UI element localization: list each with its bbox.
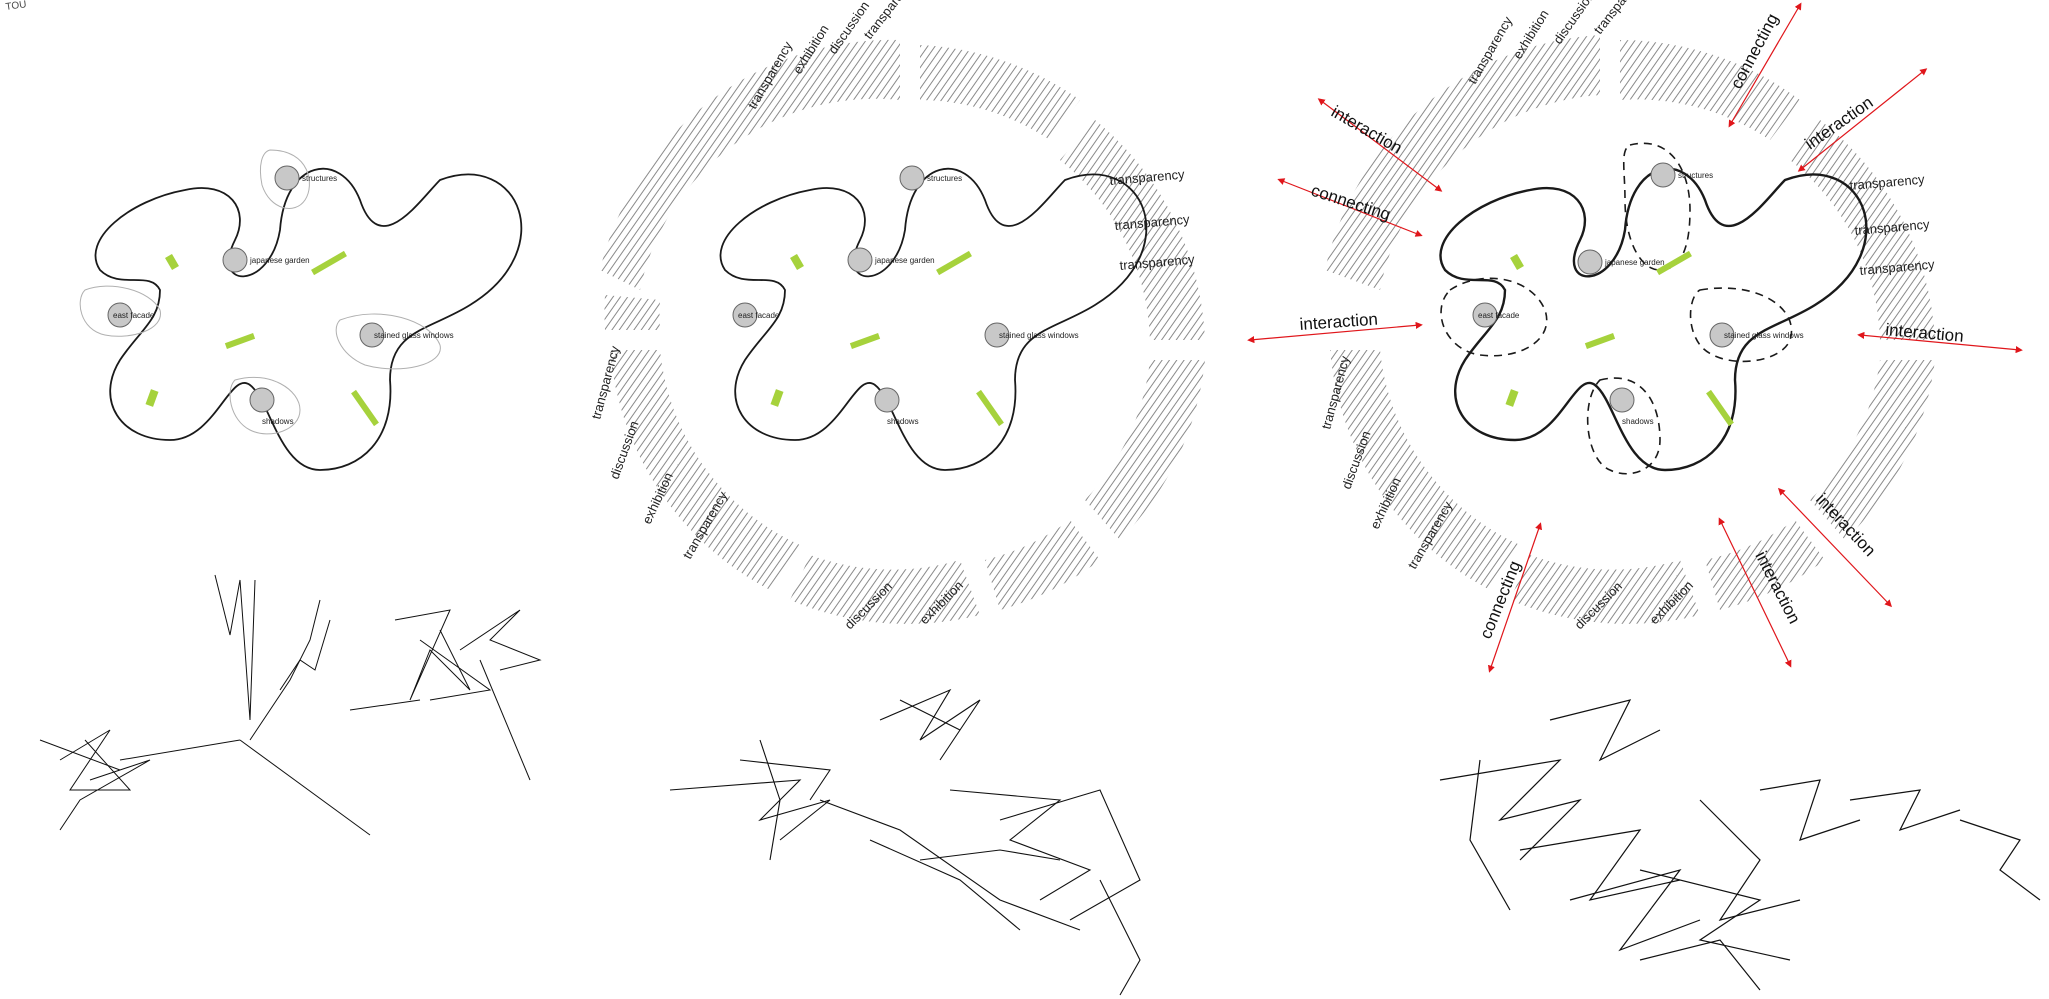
green-mark (1584, 333, 1616, 349)
panel2-node-east-facade (732, 302, 758, 328)
panel1-node-stained-glass (359, 322, 385, 348)
flow-interaction-4: interaction (1885, 320, 1965, 346)
green-mark (351, 389, 379, 427)
arrow-interaction-2 (1247, 321, 1423, 344)
panel1-lobe-east (79, 285, 161, 337)
green-mark (1706, 389, 1734, 427)
green-mark (790, 253, 804, 271)
panel2-label-japanese-garden: japanese garden (874, 256, 935, 265)
arrow-interaction-1 (1317, 98, 1443, 192)
green-mark (145, 389, 159, 407)
p3-ring-transparency-right2: transparency (1854, 216, 1931, 238)
green-mark (1656, 250, 1692, 276)
panel2-label-shadows: shadows (887, 417, 919, 426)
panel2-node-structures (899, 165, 925, 191)
panel1-label-structures: structures (302, 174, 337, 183)
arrow-connecting-3 (1488, 522, 1542, 673)
panel1-green-accents (145, 250, 379, 427)
panel3-node-shadows (1609, 387, 1635, 413)
p2-ring-discussion-left: discussion (607, 419, 642, 481)
corner-label: TOU (5, 0, 27, 13)
arrow-connecting-1 (1277, 178, 1423, 237)
green-mark (976, 389, 1004, 427)
panel1-main-outline (94, 167, 523, 471)
panel1-node-structures (274, 165, 300, 191)
arrow-connecting-2 (1728, 2, 1802, 128)
panel-one-diagram: structures japanese garden east facade s… (79, 149, 523, 471)
p2-ring-transparency-right2: transparency (1114, 211, 1191, 233)
arrow-interaction-6 (1718, 517, 1792, 668)
dashed-zone (1622, 142, 1691, 271)
green-mark (849, 333, 881, 349)
panel1-node-east-facade (107, 302, 133, 328)
panel3-node-japanese-garden (1577, 249, 1603, 275)
panel1-node-japanese-garden (222, 247, 248, 273)
p3-ring-transparency-right1: transparency (1849, 171, 1926, 193)
panel1-lobe-stained (335, 313, 441, 370)
panel1-label-shadows: shadows (262, 417, 294, 426)
panel2-label-stained-glass: stained glass windows (999, 331, 1079, 340)
green-mark (224, 333, 256, 349)
arrow-interaction-4 (1857, 331, 2023, 354)
green-mark (770, 389, 784, 407)
p2-ring-transparency-right3: transparency (1119, 251, 1196, 273)
p3-ring-transparency-top2: transparency (1591, 0, 1649, 37)
panel3-green-accents (1505, 250, 1734, 427)
panel-two-diagram: transparency exhibition discussion trans… (588, 0, 1205, 632)
panel2-scribble (669, 688, 1141, 996)
panel2-green-accents (770, 250, 1004, 427)
panel1-label-stained-glass: stained glass windows (374, 331, 454, 340)
panel2-node-japanese-garden (847, 247, 873, 273)
p3-ring-transparency-right3: transparency (1859, 256, 1936, 278)
dashed-zone (1440, 277, 1548, 357)
p2-ring-transparency-right1: transparency (1109, 166, 1186, 188)
panel3-scribble (1439, 699, 2041, 991)
arrow-interaction-3 (1797, 68, 1928, 172)
panel1-lobe-structures (259, 149, 310, 209)
panel3-label-shadows: shadows (1622, 417, 1654, 426)
panel1-scribble (39, 574, 542, 836)
panel2-hatched-ring (600, 39, 1205, 624)
flow-interaction-2: interaction (1299, 310, 1379, 334)
green-mark (936, 250, 972, 276)
dashed-zone (1586, 377, 1661, 475)
panel3-node-stained-glass (1709, 322, 1735, 348)
green-mark (1510, 253, 1524, 271)
panel3-main-outline (1439, 167, 1868, 472)
panel2-label-east-facade: east facade (738, 311, 780, 320)
panel2-node-shadows (874, 387, 900, 413)
arrow-interaction-5 (1778, 487, 1892, 608)
panel1-label-japanese-garden: japanese garden (249, 256, 310, 265)
panel3-arrows (1247, 2, 2023, 673)
panel1-node-shadows (249, 387, 275, 413)
panel2-main-outline (719, 167, 1148, 471)
panel3-label-japanese-garden: japanese garden (1604, 258, 1665, 267)
panel1-label-east-facade: east facade (113, 311, 155, 320)
dashed-zone (1689, 287, 1793, 363)
panel3-label-east-facade: east facade (1478, 311, 1520, 320)
flow-interaction-1: interaction (1328, 102, 1405, 158)
panel2-label-structures: structures (927, 174, 962, 183)
green-mark (1505, 389, 1519, 407)
panel3-node-structures (1650, 162, 1676, 188)
green-mark (311, 250, 347, 276)
panel3-label-stained-glass: stained glass windows (1724, 331, 1804, 340)
panel1-lobe-shadows (229, 376, 301, 435)
panel2-node-stained-glass (984, 322, 1010, 348)
green-mark (165, 253, 179, 271)
panel-three-diagram: structures japanese garden east facade s… (1247, 0, 2023, 673)
panel3-label-structures: structures (1678, 171, 1713, 180)
panel3-node-east-facade (1472, 302, 1498, 328)
